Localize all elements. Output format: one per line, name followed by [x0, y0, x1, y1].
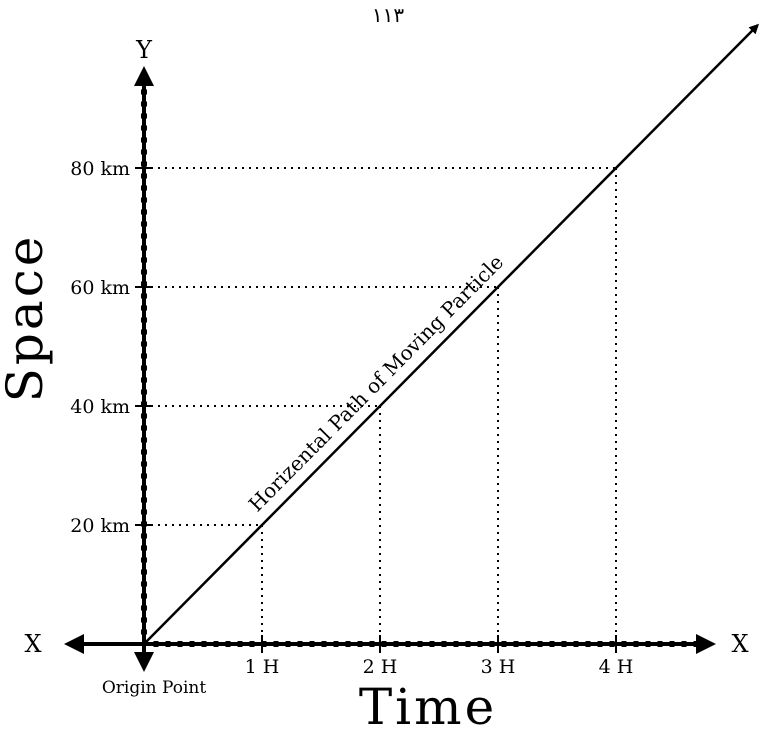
y-tick-label: 60 km	[70, 277, 130, 299]
series-line	[143, 23, 760, 645]
x-axis-letter-left: X	[24, 630, 41, 658]
x-ticks: 1 H 2 H 3 H 4 H	[245, 635, 634, 678]
x-axis-title: Time	[359, 678, 497, 734]
path-annotation: Horizental Path of Moving Particle	[244, 250, 508, 516]
x-tick-label: 2 H	[363, 656, 398, 678]
y-axis-title: Space	[0, 234, 54, 403]
y-axis-arrow-up-icon	[134, 66, 154, 86]
minor-ticks	[141, 89, 699, 647]
y-tick-label: 40 km	[70, 396, 130, 418]
y-axis-arrow-down-icon	[134, 652, 154, 672]
x-axis-arrow-left-icon	[64, 634, 84, 654]
x-axis-arrow-right-icon	[696, 634, 716, 654]
y-tick-label: 20 km	[70, 515, 130, 537]
x-tick-label: 1 H	[245, 656, 280, 678]
x-tick-label: 4 H	[599, 656, 634, 678]
y-tick-label: 80 km	[70, 158, 130, 180]
x-axis-letter-right: X	[731, 630, 748, 658]
origin-label: Origin Point	[102, 678, 207, 698]
x-tick-label: 3 H	[481, 656, 516, 678]
series-lines	[143, 23, 760, 645]
y-axis-letter: Y	[135, 36, 153, 64]
page-number: ۱۱۳	[372, 3, 404, 27]
y-ticks: 20 km 40 km 60 km 80 km	[70, 158, 153, 537]
guide-lines	[144, 167, 617, 644]
